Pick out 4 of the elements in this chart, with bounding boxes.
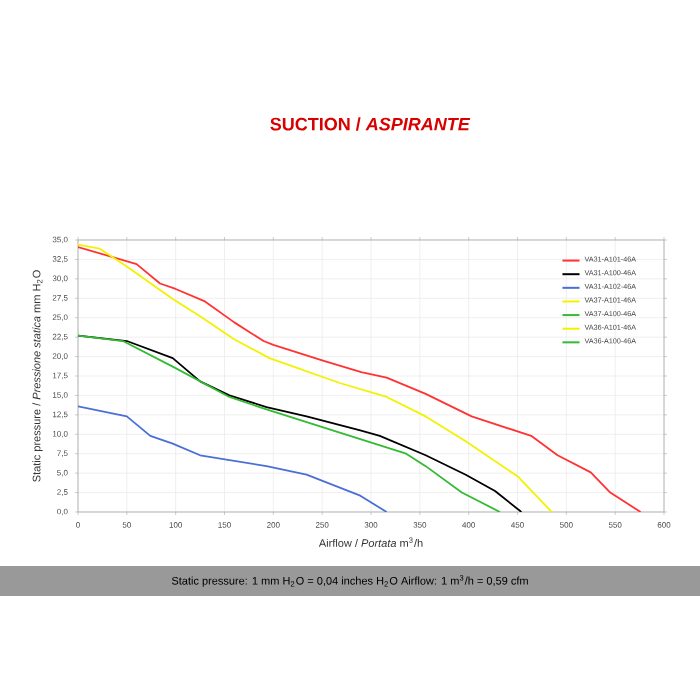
chart-title: SUCTION / ASPIRANTE bbox=[270, 117, 471, 131]
line-series bbox=[78, 243, 553, 512]
line-series bbox=[78, 246, 642, 512]
line-series bbox=[78, 405, 388, 512]
